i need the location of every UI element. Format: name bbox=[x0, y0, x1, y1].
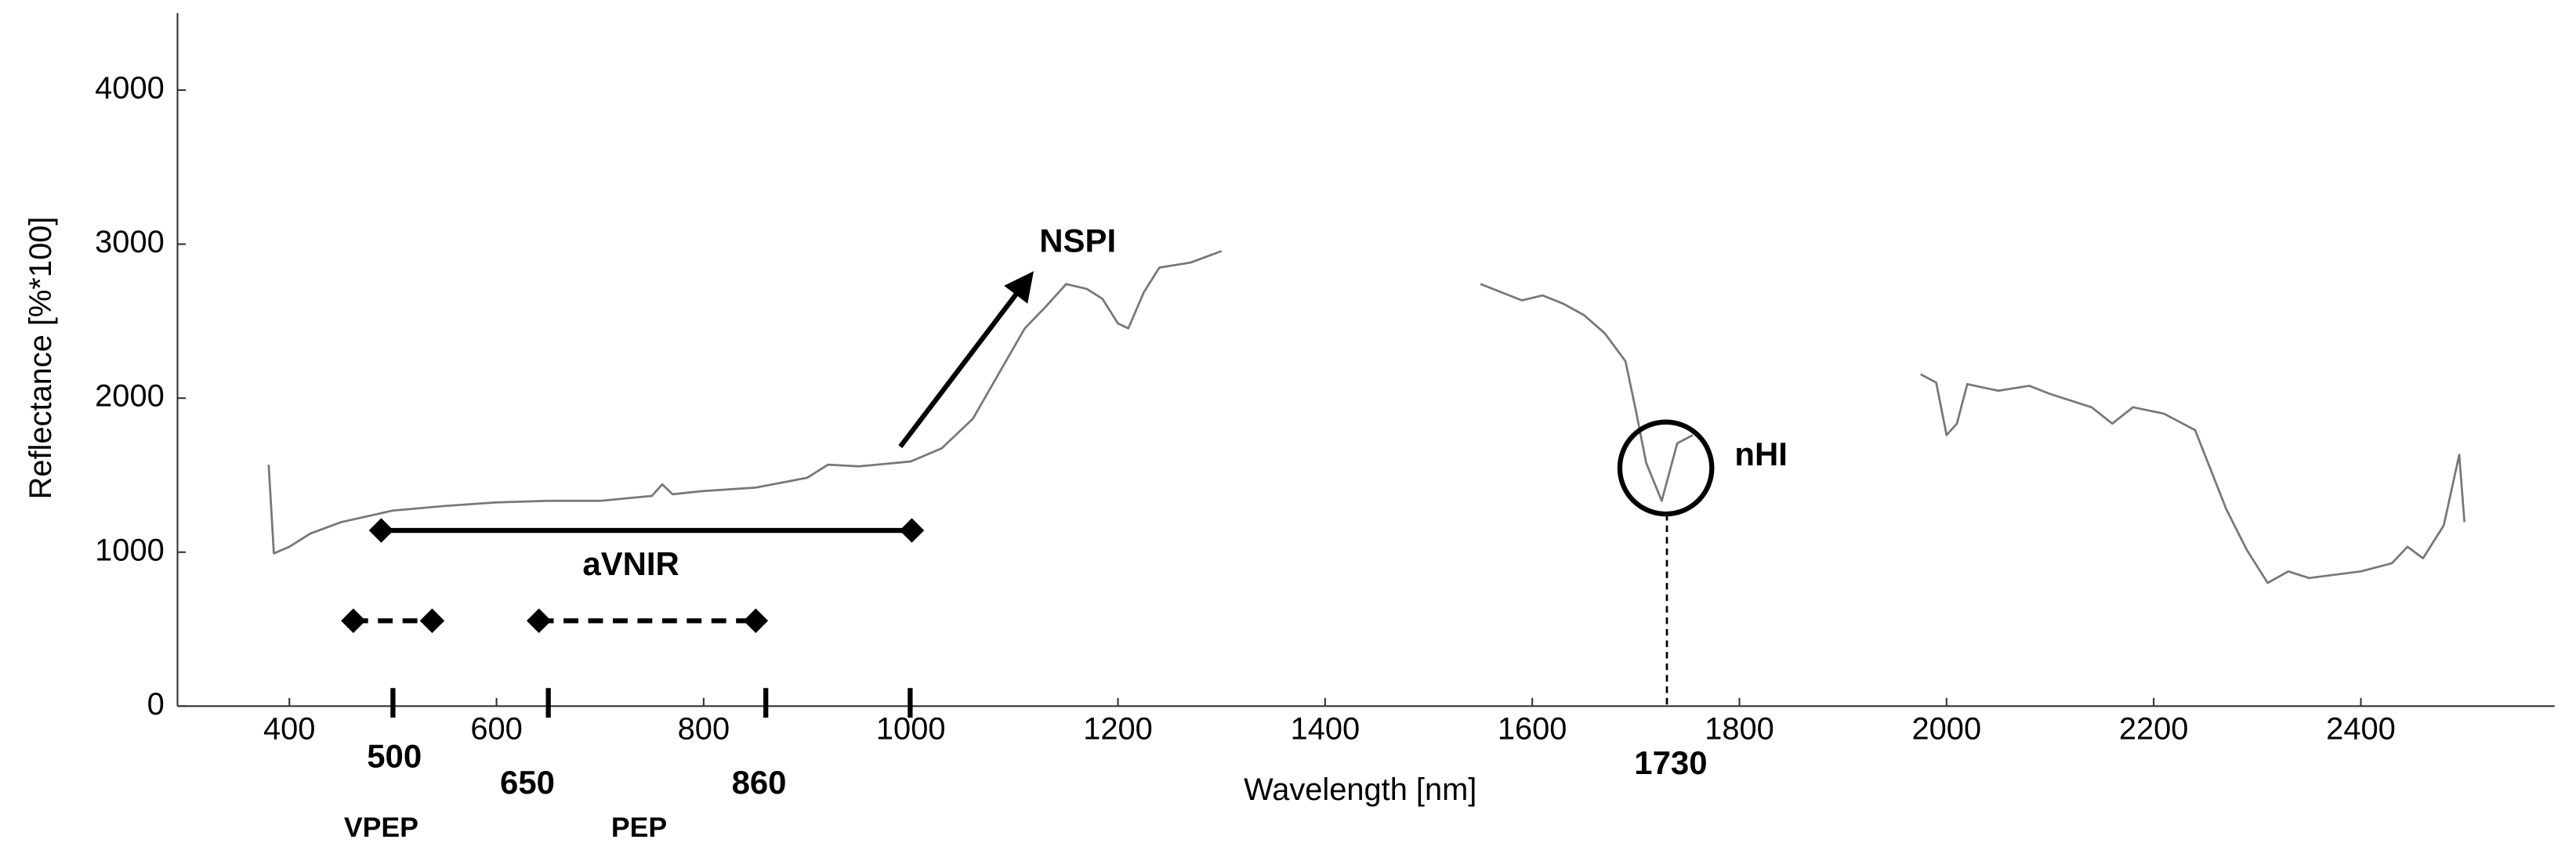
annotation: aVNIR bbox=[582, 545, 679, 582]
marker-label: 500 bbox=[367, 737, 422, 774]
x-tick-label: 1600 bbox=[1498, 711, 1567, 746]
x-axis-label: Wavelength [nm] bbox=[1244, 772, 1476, 807]
x-tick-label: 600 bbox=[470, 711, 522, 746]
y-tick-label: 3000 bbox=[95, 225, 165, 259]
x-tick-label: 2000 bbox=[1912, 711, 1982, 746]
y-tick-label: 2000 bbox=[95, 379, 165, 414]
marker-label: 1730 bbox=[1634, 744, 1707, 781]
annotation: PEP bbox=[611, 812, 667, 843]
spectrum-line bbox=[267, 250, 2466, 584]
annotation: NSPI bbox=[1039, 222, 1116, 259]
x-tick-label: 1200 bbox=[1083, 711, 1153, 746]
x-tick-label: 1400 bbox=[1291, 711, 1360, 746]
y-tick-label: 0 bbox=[147, 687, 165, 722]
x-tick-label: 2400 bbox=[2326, 711, 2396, 746]
x-tick-label: 1800 bbox=[1705, 711, 1774, 746]
y-axis-label: Reflectance [%*100] bbox=[24, 217, 58, 500]
marker-label: 650 bbox=[500, 764, 555, 801]
nspi-arrow bbox=[898, 271, 1034, 449]
annotation: VPEP bbox=[344, 812, 418, 843]
nhi-circle bbox=[1617, 419, 1715, 517]
marker-label: 860 bbox=[732, 764, 787, 801]
x-tick-label: 800 bbox=[678, 711, 730, 746]
annotation: nHI bbox=[1734, 436, 1788, 472]
x-tick-label: 2200 bbox=[2119, 711, 2189, 746]
y-tick-label: 4000 bbox=[95, 71, 165, 106]
y-tick-label: 1000 bbox=[95, 533, 165, 567]
x-tick-label: 400 bbox=[263, 711, 315, 746]
